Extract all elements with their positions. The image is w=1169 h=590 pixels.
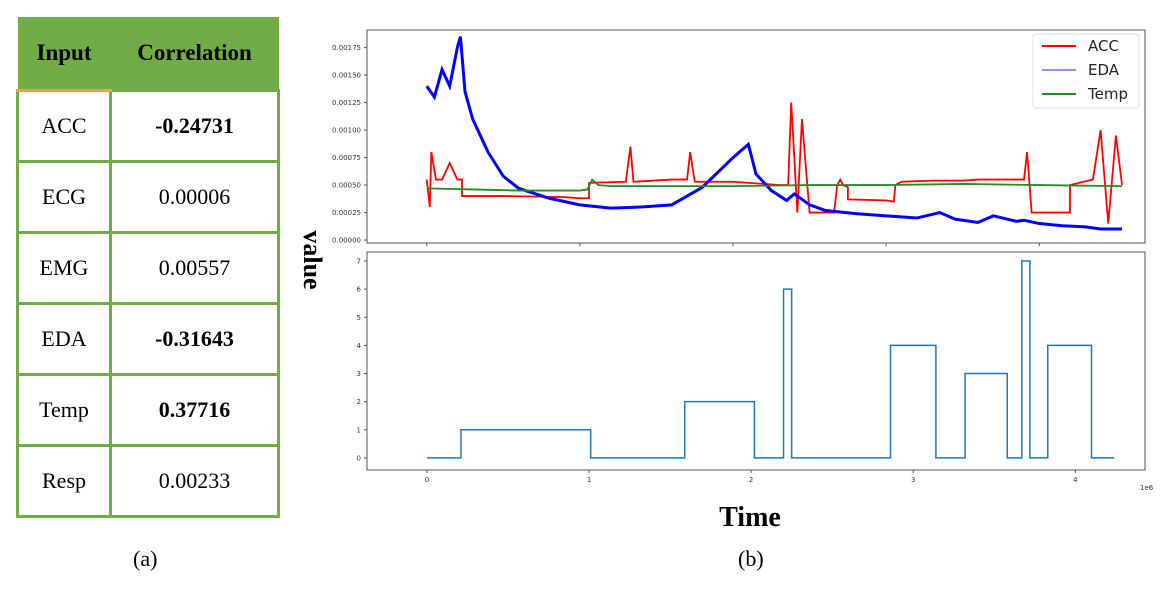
y-tick-label: 0.00075 bbox=[332, 154, 361, 162]
x-tick-label: 4 bbox=[1073, 476, 1078, 484]
y-tick-label: 0.00000 bbox=[332, 237, 361, 245]
input-cell: Resp bbox=[16, 444, 112, 518]
table-row: Resp 0.00233 bbox=[16, 444, 280, 518]
y-tick-label: 5 bbox=[357, 314, 361, 322]
table-row: ACC -0.24731 bbox=[16, 89, 280, 163]
caption-b: (b) bbox=[738, 546, 764, 571]
input-cell: EDA bbox=[16, 302, 112, 376]
x-tick-label: 3 bbox=[911, 476, 915, 484]
y-tick-label: 0.00100 bbox=[332, 127, 361, 135]
input-cell: EMG bbox=[16, 231, 112, 305]
caption-a: (a) bbox=[133, 546, 158, 571]
table-row: EMG 0.00557 bbox=[16, 231, 280, 305]
correlation-cell: -0.31643 bbox=[109, 302, 280, 376]
input-cell: ACC bbox=[16, 89, 112, 163]
correlation-cell: 0.00006 bbox=[109, 160, 280, 234]
header-input: Input bbox=[17, 17, 111, 92]
y-tick-label: 0.00175 bbox=[332, 44, 361, 52]
y-tick-label: 0.00125 bbox=[332, 99, 361, 107]
table-row: ECG 0.00006 bbox=[16, 160, 280, 234]
y-tick-label: 0.00050 bbox=[332, 182, 361, 190]
legend-box bbox=[1032, 33, 1140, 109]
legend-label: EDA bbox=[1088, 61, 1120, 79]
x-tick-label: 0 bbox=[425, 476, 429, 484]
series-line-temp bbox=[426, 178, 1123, 192]
legend: ACC EDA Temp bbox=[1032, 33, 1140, 109]
y-tick-label: 0.00025 bbox=[332, 209, 361, 217]
legend-label: Temp bbox=[1087, 85, 1128, 103]
plot-frame bbox=[366, 29, 1146, 244]
legend-label: ACC bbox=[1088, 37, 1119, 55]
y-tick-label: 3 bbox=[357, 370, 361, 378]
x-axis-label: Time bbox=[719, 502, 781, 533]
table-row: Temp 0.37716 bbox=[16, 373, 280, 447]
y-tick-label: 6 bbox=[357, 286, 362, 294]
input-cell: ECG bbox=[16, 160, 112, 234]
series-line-acc bbox=[425, 102, 1123, 224]
y-tick-label: 0 bbox=[357, 454, 361, 462]
plot-frame bbox=[366, 251, 1146, 471]
correlation-table: Input Correlation ACC -0.24731 ECG 0.00006 E… bbox=[16, 17, 280, 518]
x-tick-label: 1 bbox=[587, 476, 591, 484]
y-tick-label: 7 bbox=[357, 258, 361, 266]
header-correlation: Correlation bbox=[110, 17, 279, 91]
correlation-cell: -0.24731 bbox=[109, 89, 280, 163]
x-offset-label: 1e6 bbox=[1140, 484, 1154, 492]
table-row: EDA -0.31643 bbox=[16, 302, 280, 376]
y-tick-label: 4 bbox=[357, 342, 362, 350]
series-line-eda bbox=[425, 36, 1123, 231]
series-line-value bbox=[426, 260, 1115, 459]
correlation-cell: 0.00557 bbox=[109, 231, 280, 305]
y-tick-label: 0.00150 bbox=[332, 72, 361, 80]
x-tick-label: 2 bbox=[749, 476, 753, 484]
input-cell: Temp bbox=[16, 373, 112, 447]
correlation-cell: 0.00233 bbox=[109, 444, 280, 518]
y-tick-label: 1 bbox=[357, 426, 361, 434]
correlation-cell: 0.37716 bbox=[109, 373, 280, 447]
y-tick-label: 2 bbox=[357, 398, 361, 406]
